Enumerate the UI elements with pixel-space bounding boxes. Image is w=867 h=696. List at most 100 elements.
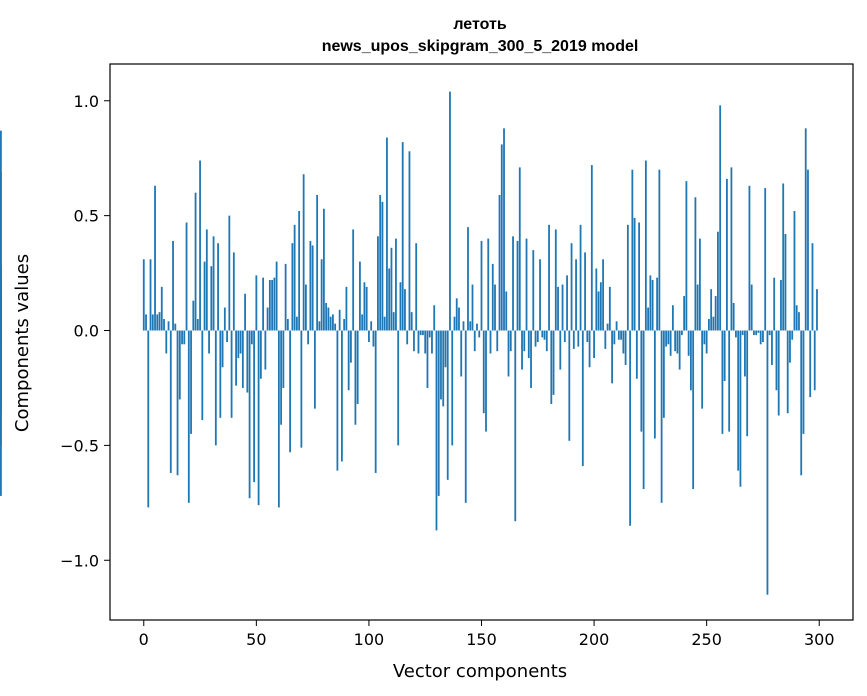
bar-228 bbox=[656, 277, 659, 331]
bar-158 bbox=[498, 194, 501, 331]
bar-16 bbox=[178, 330, 181, 400]
bar-138 bbox=[453, 316, 456, 331]
plot-frame bbox=[109, 63, 854, 621]
bar-214 bbox=[624, 330, 627, 365]
bar-undefined bbox=[0, 266, 2, 331]
bar-11 bbox=[167, 321, 170, 331]
bar-61 bbox=[280, 330, 283, 425]
bar-217 bbox=[631, 169, 634, 331]
bar-13 bbox=[172, 240, 174, 331]
bar-157 bbox=[496, 330, 499, 352]
bar-229 bbox=[658, 169, 661, 331]
bar-45 bbox=[244, 293, 246, 331]
bar-23 bbox=[194, 192, 197, 331]
bar-241 bbox=[685, 181, 688, 331]
x-ticks: 0 50 100 150 200 250 300 bbox=[139, 620, 835, 649]
bar-296 bbox=[809, 330, 812, 398]
bar-283 bbox=[780, 279, 782, 331]
bar-98 bbox=[363, 282, 366, 331]
bar-143 bbox=[464, 330, 467, 503]
bar-278 bbox=[768, 330, 771, 336]
bar-17 bbox=[181, 330, 183, 345]
y-axis-label: Components values bbox=[12, 254, 33, 432]
bar-200 bbox=[593, 330, 595, 359]
bar-100 bbox=[368, 330, 370, 342]
bar-276 bbox=[764, 188, 767, 331]
bar-168 bbox=[521, 330, 523, 370]
bar-103 bbox=[374, 330, 377, 473]
bar-43 bbox=[239, 330, 242, 354]
bar-5 bbox=[154, 185, 156, 331]
bar-129 bbox=[433, 305, 436, 331]
bar-246 bbox=[696, 284, 699, 331]
bar-186 bbox=[561, 284, 564, 331]
bar-299 bbox=[816, 289, 818, 331]
bar-238 bbox=[678, 330, 681, 370]
bar-36 bbox=[223, 307, 226, 331]
bar-295 bbox=[807, 169, 809, 331]
bar-65 bbox=[289, 330, 292, 453]
bar-209 bbox=[613, 330, 616, 345]
bar-29 bbox=[208, 330, 210, 354]
bar-24 bbox=[196, 319, 199, 331]
bar-35 bbox=[221, 330, 224, 368]
bar-254 bbox=[714, 296, 717, 331]
bar-288 bbox=[791, 330, 794, 340]
bar-231 bbox=[662, 330, 665, 418]
bar-140 bbox=[458, 307, 460, 331]
bar-293 bbox=[802, 330, 805, 434]
bar-50 bbox=[255, 275, 258, 331]
bar-63 bbox=[284, 263, 287, 331]
bar-75 bbox=[311, 245, 314, 331]
bar-44 bbox=[241, 330, 244, 388]
bar-166 bbox=[516, 240, 519, 331]
x-tick-label: 100 bbox=[354, 630, 385, 649]
bar-153 bbox=[487, 238, 490, 331]
bar-59 bbox=[275, 261, 278, 331]
bar-6 bbox=[156, 314, 159, 331]
bar-176 bbox=[539, 259, 541, 331]
x-tick-label: 250 bbox=[691, 630, 722, 649]
bar-289 bbox=[793, 211, 796, 331]
bar-66 bbox=[291, 243, 294, 331]
bar-251 bbox=[708, 319, 710, 331]
bar-71 bbox=[302, 174, 305, 331]
bar-163 bbox=[509, 330, 512, 352]
bar-22 bbox=[192, 300, 195, 331]
bar-57 bbox=[271, 279, 274, 331]
bar-199 bbox=[590, 165, 593, 331]
bar-249 bbox=[703, 330, 706, 345]
bar-18 bbox=[183, 330, 186, 345]
bar-298 bbox=[813, 330, 816, 391]
bar-264 bbox=[737, 330, 740, 471]
x-tick-label: 300 bbox=[804, 630, 835, 649]
bar-161 bbox=[505, 291, 508, 331]
bar-280 bbox=[773, 277, 776, 331]
bar-85 bbox=[334, 323, 337, 331]
bar-185 bbox=[559, 330, 562, 370]
bar-146 bbox=[471, 284, 474, 331]
bar-281 bbox=[775, 330, 778, 391]
bar-256 bbox=[719, 105, 722, 331]
bar-136 bbox=[449, 91, 451, 331]
bar-14 bbox=[174, 323, 177, 331]
bar-141 bbox=[460, 330, 463, 377]
bar-164 bbox=[512, 236, 514, 331]
bar-134 bbox=[444, 330, 447, 368]
bar-114 bbox=[399, 282, 402, 331]
bar-165 bbox=[514, 330, 517, 522]
bar-269 bbox=[748, 185, 751, 331]
bar-267 bbox=[744, 330, 746, 377]
bar-127 bbox=[428, 330, 431, 338]
bar-287 bbox=[789, 330, 791, 363]
bar-52 bbox=[259, 330, 262, 379]
bar-53 bbox=[262, 277, 265, 331]
bar-286 bbox=[786, 330, 789, 414]
bar-108 bbox=[386, 137, 388, 331]
bar-237 bbox=[676, 330, 679, 354]
bar-80 bbox=[322, 208, 325, 331]
bar-236 bbox=[674, 330, 677, 352]
bar-91 bbox=[347, 330, 350, 391]
bar-10 bbox=[165, 330, 168, 354]
bar-277 bbox=[766, 330, 769, 595]
